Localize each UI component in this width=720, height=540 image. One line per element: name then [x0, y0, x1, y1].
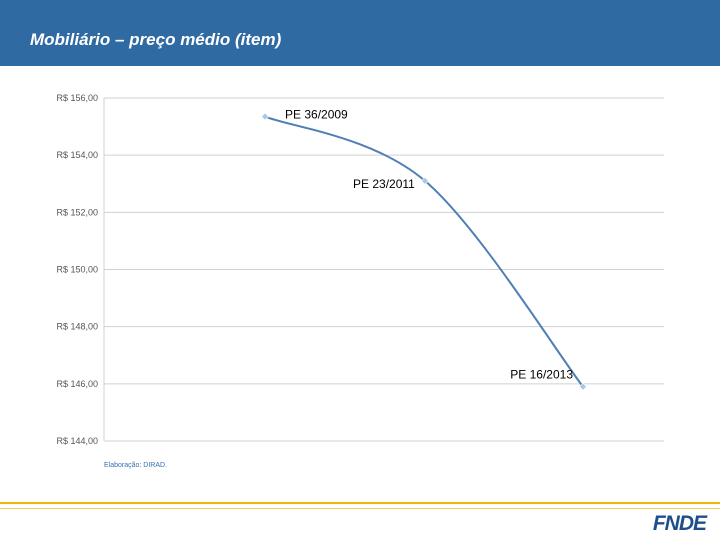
fnde-logo: FNDE [652, 512, 707, 535]
y-tick-label: R$ 154,00 [56, 150, 98, 160]
y-tick-label: R$ 150,00 [56, 265, 98, 275]
y-tick-label: R$ 156,00 [56, 93, 98, 103]
data-point-label: PE 23/2011 [353, 177, 415, 191]
title-bar: Mobiliário – preço médio (item) [0, 0, 720, 66]
data-point-label: PE 16/2013 [510, 368, 573, 382]
footer-accent-line-thin [0, 508, 720, 509]
data-point-marker [579, 382, 587, 391]
data-point-label: PE 36/2009 [285, 108, 348, 122]
y-tick-label: R$ 146,00 [56, 379, 98, 389]
series-line [264, 115, 584, 388]
y-tick-label: R$ 152,00 [56, 207, 98, 217]
point-labels: PE 36/2009 PE 23/2011 PE 16/2013 [285, 108, 573, 382]
slide-title: Mobiliário – preço médio (item) [30, 30, 282, 49]
gridlines [104, 97, 664, 442]
y-tick-label: R$ 148,00 [56, 322, 98, 332]
y-axis: R$ 156,00 R$ 154,00 R$ 152,00 R$ 150,00 R$ 1… [56, 93, 105, 446]
source-note: Elaboração: DIRAD. [104, 462, 168, 469]
price-series [261, 112, 587, 391]
data-point-marker [261, 112, 269, 121]
y-tick-label: R$ 144,00 [56, 436, 98, 446]
data-point-marker [421, 176, 429, 185]
footer-accent-line [0, 502, 720, 504]
